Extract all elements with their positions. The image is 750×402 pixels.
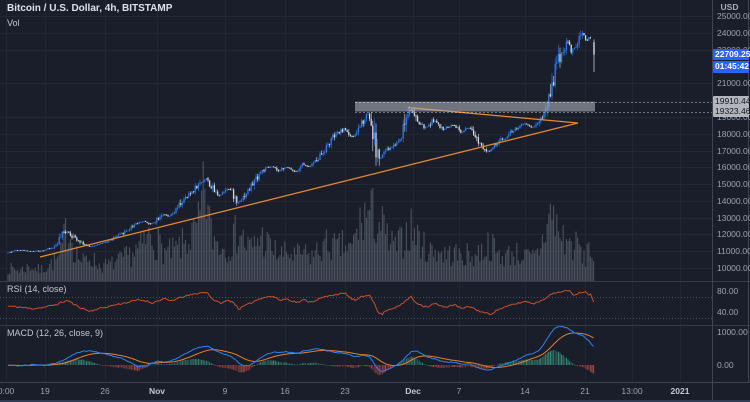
price-tick: 12000.00	[717, 229, 750, 240]
time-tick: 2021	[670, 386, 690, 396]
time-tick: 9	[222, 386, 228, 396]
price-tick: 21000.00	[717, 78, 750, 89]
macd-tick: 1000.00	[717, 327, 748, 337]
time-tick: 21	[580, 386, 590, 396]
price-axis[interactable]: USD 22709.25 01:45:42 19910.44 19323.46 …	[712, 0, 750, 383]
time-tick: 19	[40, 386, 50, 396]
time-tick: 26	[100, 386, 110, 396]
price-tick: 10000.00	[717, 263, 750, 274]
zone-price-label-bottom: 19323.46	[713, 106, 750, 117]
price-tick: 16000.00	[717, 162, 750, 173]
time-tick: 23	[340, 386, 350, 396]
rsi-tick: 80.00	[717, 286, 739, 297]
zone-price-label-top: 19910.44	[713, 96, 750, 107]
time-tick: Nov	[148, 386, 166, 396]
price-tick: 25000.00	[717, 11, 750, 22]
rsi-tick: 40.00	[717, 307, 739, 318]
price-tick: 11000.00	[717, 246, 750, 257]
price-tick: 17000.00	[717, 145, 750, 156]
bar-countdown-label: 01:45:42	[713, 61, 750, 73]
current-price-label: 22709.25	[713, 48, 750, 61]
price-axis-unit: USD	[720, 2, 739, 12]
price-tick: 24000.00	[717, 28, 750, 38]
price-tick: 18000.00	[717, 128, 750, 139]
time-tick: 16	[280, 386, 290, 396]
price-tick: 14000.00	[717, 195, 750, 206]
time-tick: Dec	[405, 386, 421, 396]
price-tick: 13000.00	[717, 212, 750, 223]
time-tick: 14	[520, 386, 530, 396]
price-tick: 23000.00	[717, 44, 750, 55]
time-tick: 7	[456, 386, 462, 396]
time-axis[interactable]: 0:00 19 26 Nov 9 16 23 Dec 7 14 21 13:00 2021	[0, 383, 750, 400]
time-tick: 13:00	[621, 386, 643, 396]
price-tick: 19000.00	[717, 111, 750, 122]
price-tick: 15000.00	[717, 179, 750, 190]
macd-tick: 0.00	[717, 360, 734, 370]
time-tick: 0:00	[0, 386, 15, 396]
